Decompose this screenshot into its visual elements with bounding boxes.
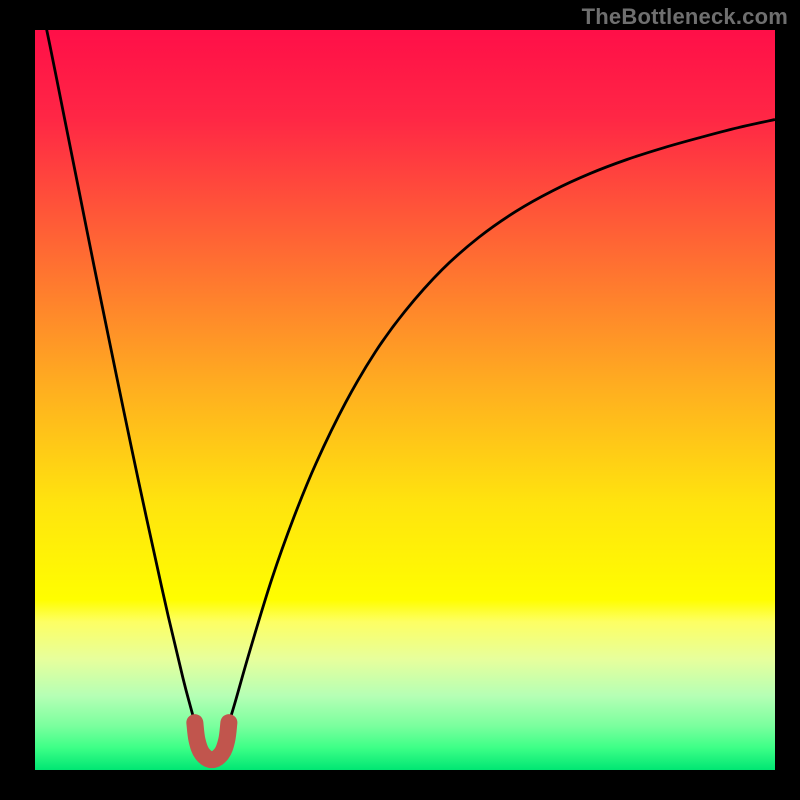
watermark-text: TheBottleneck.com bbox=[582, 4, 788, 30]
bottleneck-chart bbox=[35, 30, 775, 770]
chart-frame: TheBottleneck.com bbox=[0, 0, 800, 800]
gradient-background bbox=[35, 30, 775, 770]
